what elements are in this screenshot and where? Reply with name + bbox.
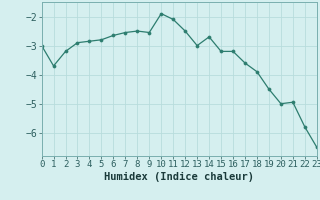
X-axis label: Humidex (Indice chaleur): Humidex (Indice chaleur)	[104, 172, 254, 182]
